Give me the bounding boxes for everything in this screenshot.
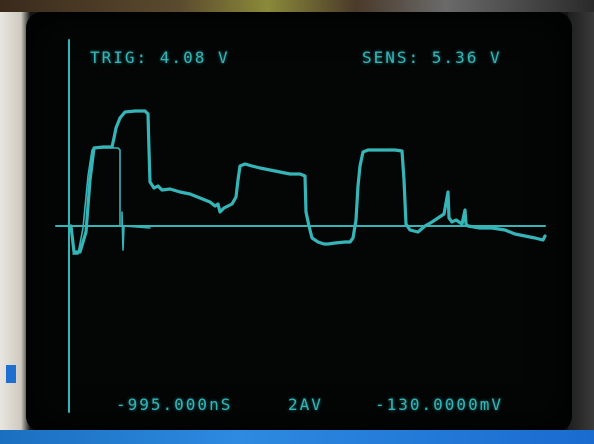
scope-top-bezel <box>0 0 594 12</box>
oscilloscope-screen <box>26 12 572 432</box>
sensitivity-readout: SENS: 5.36 V <box>362 48 502 67</box>
secondary-trace <box>72 147 151 255</box>
average-readout: 2AV <box>288 395 323 414</box>
indicator-light <box>6 365 16 383</box>
scope-right-bezel <box>568 12 594 432</box>
primary-trace <box>69 109 547 254</box>
trigger-readout: TRIG: 4.08 V <box>90 48 230 67</box>
time-offset-readout: -995.000nS <box>116 395 233 414</box>
scope-bottom-bezel <box>0 430 594 444</box>
scope-left-bezel <box>0 12 30 432</box>
voltage-offset-readout: -130.0000mV <box>375 395 503 414</box>
